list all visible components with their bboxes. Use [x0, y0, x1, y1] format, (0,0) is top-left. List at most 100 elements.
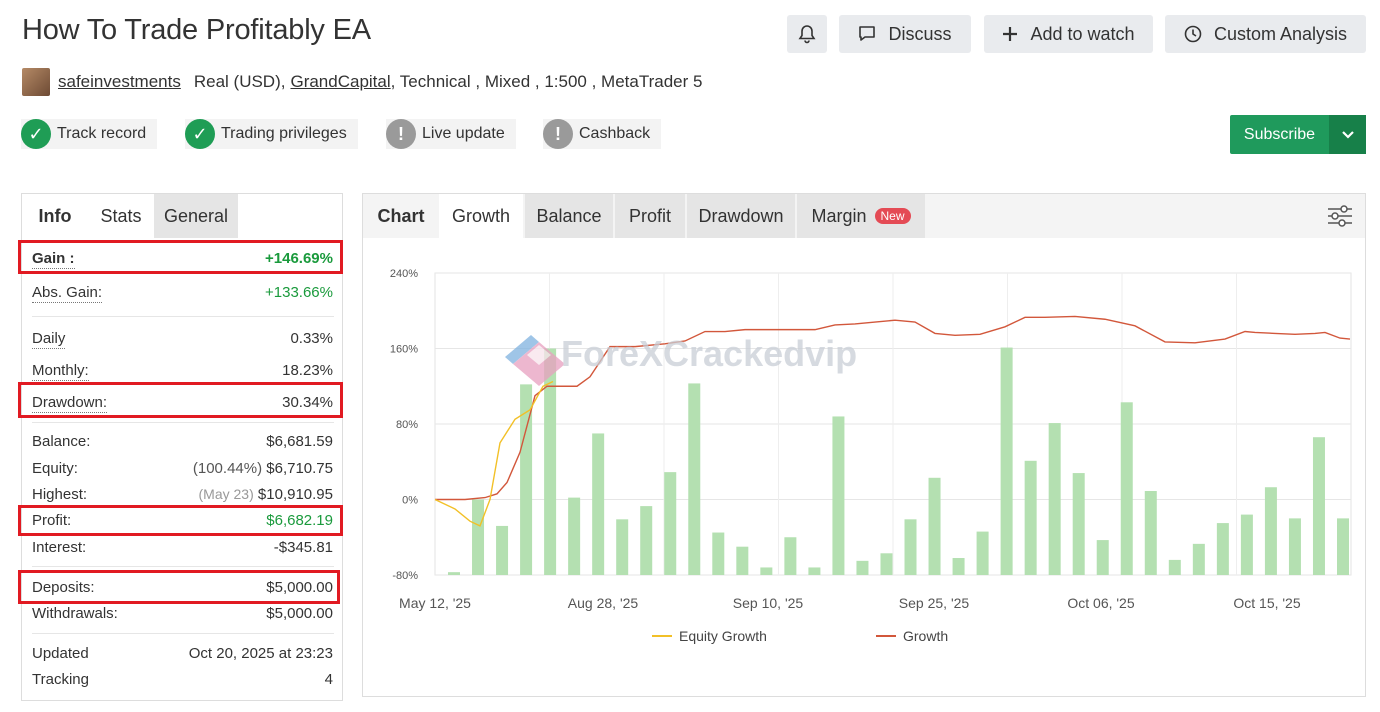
- deposits-value: $5,000.00: [266, 579, 333, 596]
- y-tick-label: 160%: [390, 344, 418, 356]
- daily-row: Daily 0.33%: [32, 330, 344, 349]
- comment-icon: [858, 25, 876, 43]
- equity-label: Equity:: [32, 460, 78, 477]
- x-tick-label: Aug 28, '25: [568, 595, 639, 611]
- chevron-down-icon[interactable]: [1329, 115, 1366, 154]
- highest-value: $10,910.95: [257, 486, 333, 503]
- add-to-watch-button[interactable]: Add to watch: [984, 15, 1153, 53]
- author-link[interactable]: safeinvestments: [58, 72, 181, 91]
- y-tick-label: 80%: [396, 419, 418, 431]
- watermark-text: ForeXCrackedvip: [561, 333, 857, 374]
- drawdown-value: 30.34%: [282, 394, 333, 411]
- avatar[interactable]: [22, 68, 50, 96]
- bar: [688, 383, 701, 575]
- bar: [832, 416, 845, 575]
- gain-label: Gain :: [32, 250, 75, 269]
- withdrawals-row: Withdrawals: $5,000.00: [32, 605, 344, 622]
- chart-settings-button[interactable]: [1315, 194, 1365, 238]
- notifications-button[interactable]: [787, 15, 827, 53]
- clock-icon: [1184, 25, 1202, 43]
- broker-link[interactable]: GrandCapital: [290, 72, 391, 91]
- track-record-badge[interactable]: ✓ Track record: [21, 119, 158, 149]
- y-tick-label: 240%: [390, 268, 418, 280]
- gain-value: +146.69%: [265, 250, 333, 267]
- profit-highlight: [18, 505, 343, 536]
- bar: [1072, 473, 1085, 575]
- x-tick-label: Sep 25, '25: [899, 595, 970, 611]
- gain-highlight: [18, 240, 343, 274]
- bar: [856, 560, 869, 575]
- discuss-button[interactable]: Discuss: [839, 15, 971, 53]
- bar: [1096, 540, 1109, 575]
- bar: [1144, 491, 1157, 575]
- tab-growth[interactable]: Growth: [439, 194, 523, 238]
- bar: [1216, 523, 1229, 575]
- bar: [1024, 460, 1037, 575]
- daily-value: 0.33%: [290, 330, 333, 347]
- account-meta: safeinvestments Real (USD), GrandCapital…: [22, 68, 702, 96]
- live-update-badge[interactable]: ! Live update: [386, 119, 516, 149]
- withdrawals-value: $5,000.00: [266, 605, 333, 622]
- discuss-label: Discuss: [888, 23, 952, 44]
- equity-growth-line: [434, 380, 554, 527]
- subscribe-label: Subscribe: [1243, 125, 1316, 143]
- bar: [1312, 437, 1325, 575]
- updated-label: Updated: [32, 645, 89, 662]
- drawdown-highlight: [18, 382, 343, 418]
- growth-chart: 240% 160% 80% 0% -80% May 12, '25 Aug 28, '25…: [390, 268, 1352, 644]
- custom-analysis-label: Custom Analysis: [1213, 23, 1348, 44]
- bar: [1337, 518, 1349, 575]
- x-axis-labels: May 12, '25 Aug 28, '25 Sep 10, '25 Sep 25,…: [399, 595, 1301, 611]
- x-tick-label: Sep 10, '25: [733, 595, 804, 611]
- add-to-watch-label: Add to watch: [1030, 23, 1135, 44]
- info-tabs: Info Stats General: [22, 194, 342, 238]
- bar: [952, 558, 965, 575]
- tab-profit[interactable]: Profit: [615, 194, 685, 238]
- new-badge: New: [874, 208, 911, 224]
- interest-label: Interest:: [32, 539, 87, 556]
- abs-gain-value: +133.66%: [265, 284, 333, 301]
- cashback-badge[interactable]: ! Cashback: [543, 119, 662, 149]
- daily-label: Daily: [32, 330, 66, 349]
- monthly-row: Monthly: 18.23%: [32, 362, 344, 381]
- bar: [712, 532, 725, 575]
- y-tick-label: 0%: [402, 495, 418, 507]
- tab-balance[interactable]: Balance: [525, 194, 613, 238]
- highest-row: Highest: (May 23) $10,910.95: [32, 486, 344, 503]
- interest-row: Interest: -$345.81: [32, 539, 344, 556]
- chart-tabs: Chart Growth Balance Profit Drawdown Mar…: [363, 194, 1365, 238]
- tab-margin[interactable]: Margin New: [797, 194, 925, 238]
- bar: [1000, 347, 1013, 575]
- bar: [472, 499, 485, 575]
- abs-gain-row: Abs. Gain: +133.66%: [32, 284, 344, 303]
- subscribe-button[interactable]: Subscribe: [1230, 115, 1366, 154]
- tab-drawdown[interactable]: Drawdown: [687, 194, 795, 238]
- tab-general[interactable]: General: [154, 194, 238, 238]
- tab-chart: Chart: [377, 205, 425, 226]
- sliders-icon: [1327, 205, 1353, 227]
- tab-info[interactable]: Info: [22, 194, 88, 238]
- watermark: ForeXCrackedvip: [505, 333, 857, 386]
- trading-privileges-badge[interactable]: ✓ Trading privileges: [185, 119, 358, 149]
- growth-line: [435, 315, 1351, 501]
- watermark-logo: [505, 335, 565, 386]
- x-tick-label: May 12, '25: [399, 595, 471, 611]
- highest-date: (May 23): [198, 486, 254, 502]
- check-icon: ✓: [185, 119, 215, 149]
- tab-stats[interactable]: Stats: [88, 194, 154, 238]
- equity-pct: (100.44%): [192, 460, 263, 477]
- chart-panel: Chart Growth Balance Profit Drawdown Mar…: [362, 193, 1366, 697]
- custom-analysis-button[interactable]: Custom Analysis: [1165, 15, 1366, 53]
- drawdown-label: Drawdown:: [32, 394, 108, 413]
- y-tick-label: -80%: [392, 570, 418, 582]
- equity-value: $6,710.75: [266, 460, 333, 477]
- withdrawals-label: Withdrawals:: [32, 605, 118, 622]
- bar: [904, 519, 917, 575]
- bar: [520, 384, 533, 575]
- bar: [1288, 518, 1301, 575]
- bar: [808, 567, 821, 575]
- divider: [32, 422, 334, 423]
- deposits-highlight: [18, 570, 340, 604]
- bar: [616, 519, 629, 575]
- trading-privileges-label: Trading privileges: [221, 125, 347, 142]
